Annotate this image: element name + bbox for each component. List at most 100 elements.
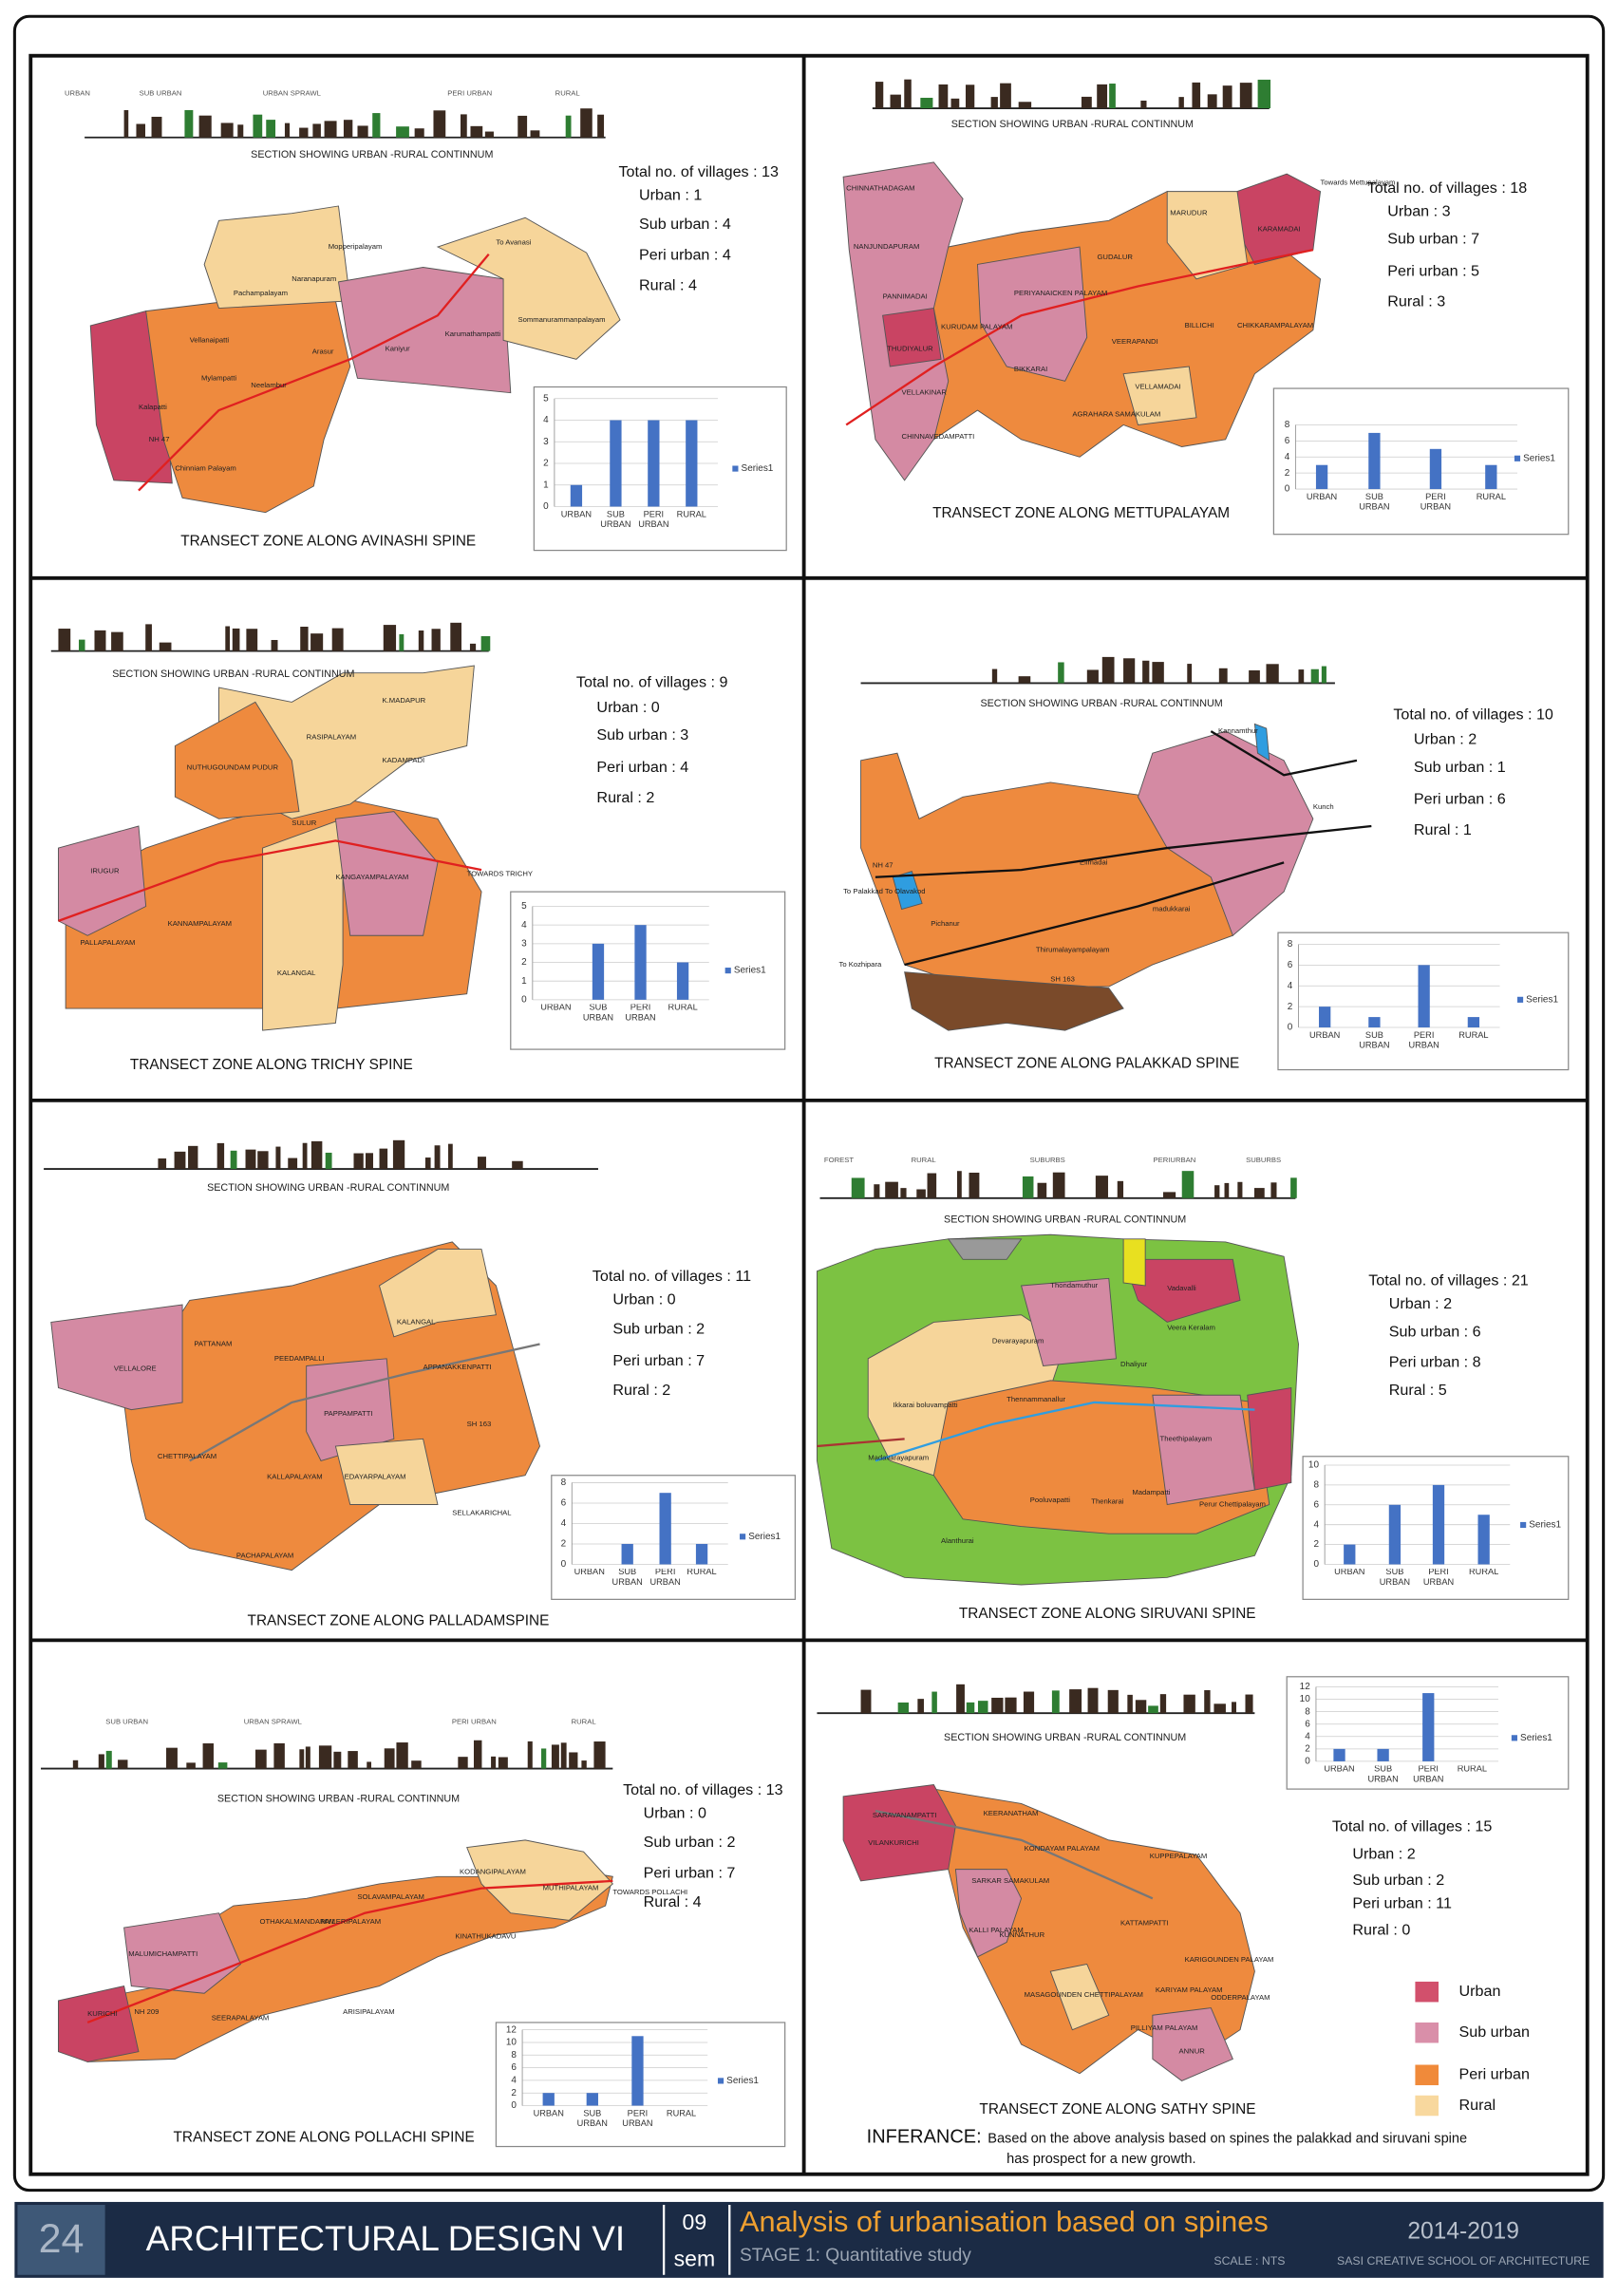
map-label: VELLAMADAI — [1135, 383, 1180, 391]
bar — [686, 420, 698, 507]
section-building — [123, 109, 129, 138]
map-label: Mylampatti — [201, 373, 236, 382]
section-building — [305, 1746, 310, 1769]
y-tick-label: 2 — [1285, 468, 1290, 479]
section-building — [477, 1157, 486, 1170]
section-building — [331, 628, 344, 651]
section-building — [1107, 1689, 1119, 1714]
panel-frame — [28, 53, 1590, 2176]
caption: TRANSECT ZONE ALONG SATHY SPINE — [979, 2101, 1255, 2117]
x-tick-label-box: PERI URBAN — [649, 1569, 680, 1588]
stat-line: Urban : 2 — [1352, 1846, 1415, 1863]
section-building — [288, 1157, 298, 1170]
section-building — [1097, 84, 1108, 109]
map-label: MARUDUR — [1170, 209, 1208, 217]
map-region — [954, 1869, 1023, 1958]
section-building — [302, 1142, 308, 1170]
section-building — [1183, 1694, 1195, 1714]
legend-label: Series1 — [726, 2076, 759, 2086]
section-building — [938, 84, 949, 109]
x-tick-label-box: SUB URBAN — [1380, 1569, 1410, 1588]
section-building — [1214, 1185, 1220, 1198]
section-building — [1257, 79, 1271, 109]
section-building — [98, 1754, 104, 1769]
section-building — [1239, 83, 1252, 109]
x-tick-label: URBAN — [1306, 493, 1338, 502]
map-label: THUDIYALUR — [887, 345, 933, 353]
bar — [659, 1493, 671, 1565]
bar — [695, 1543, 708, 1565]
section-label: SUBURBS — [1246, 1156, 1281, 1164]
chart-box — [510, 891, 786, 1050]
road — [1210, 730, 1358, 777]
y-tick-label: 8 — [1305, 1706, 1310, 1717]
map-label: NANJUNDAPURAM — [854, 242, 919, 251]
section-building — [900, 1188, 907, 1198]
map-label: SOLAVAMPALAYAM — [357, 1892, 424, 1901]
y-tick-label: 2 — [561, 1539, 567, 1550]
y-tick-label: 2 — [521, 957, 527, 968]
y-tick-label: 6 — [1313, 1499, 1319, 1510]
map-label: To Avanasi — [496, 237, 531, 246]
section-building — [966, 1702, 975, 1714]
x-tick-label: RURAL — [666, 2110, 697, 2119]
section-building — [357, 125, 368, 138]
section-building — [458, 1757, 468, 1769]
y-tick-label: 8 — [1313, 1480, 1319, 1491]
section-building — [1218, 668, 1228, 684]
y-tick-label: 0 — [1313, 1559, 1319, 1570]
section-building — [560, 1742, 567, 1769]
bar — [610, 420, 622, 507]
bar — [676, 962, 689, 1000]
x-tick-label-box: PERI URBAN — [625, 1004, 656, 1024]
section-building — [969, 1172, 980, 1198]
y-tick-label: 4 — [521, 920, 527, 931]
map-label: VELLALORE — [114, 1364, 157, 1373]
section-building — [418, 630, 424, 651]
section-building — [565, 115, 572, 138]
stat-line: Total no. of villages : 18 — [1367, 179, 1528, 197]
section-building — [920, 97, 933, 109]
y-tick-label: 4 — [1288, 981, 1293, 991]
section-building — [310, 1140, 323, 1170]
section-building — [225, 626, 231, 651]
section-building — [384, 1748, 395, 1769]
section-building — [1081, 96, 1092, 109]
x-tick-label: SUB URBAN — [582, 1004, 614, 1024]
section-building — [1249, 669, 1260, 684]
map-label: KARIGOUNDEN PALAYAM — [1185, 1955, 1274, 1964]
road — [58, 839, 482, 922]
section-building — [284, 122, 291, 138]
section-building — [159, 642, 172, 651]
map-label: KADAMPADI — [383, 756, 425, 764]
bar — [1477, 1515, 1490, 1565]
x-tick-label-box: URBAN — [534, 2110, 564, 2118]
bar — [1333, 1748, 1345, 1761]
y-tick-label: 2 — [1313, 1539, 1319, 1550]
x-tick-label: PERI URBAN — [625, 1004, 656, 1024]
map-region — [1166, 191, 1249, 280]
map-label: NH 47 — [873, 861, 894, 870]
section-building — [541, 1748, 547, 1769]
map-label: SULUR — [292, 819, 316, 827]
section-building — [1117, 1180, 1124, 1198]
map-label: PEEDAMPALLI — [274, 1354, 325, 1363]
map-label: SH 163 — [1050, 974, 1075, 983]
section-building — [216, 1142, 225, 1170]
section-building — [551, 1744, 559, 1769]
stat-line: Peri urban : 7 — [612, 1352, 705, 1369]
section-building — [1123, 658, 1136, 684]
section-building — [399, 633, 404, 651]
section-building — [897, 1702, 909, 1714]
section-building — [174, 1151, 186, 1170]
map-label: CHETTIPALAYAM — [158, 1452, 216, 1460]
legend-label: Rural — [1459, 2097, 1496, 2114]
y-tick-label: 6 — [1288, 960, 1293, 970]
page-box — [17, 2205, 105, 2275]
bar — [1432, 1484, 1445, 1565]
stat-line: Peri urban : 8 — [1389, 1354, 1481, 1371]
map-label: To Palakkad To Olavakod — [843, 887, 925, 895]
y-tick-label: 8 — [1288, 939, 1293, 950]
map-region — [1122, 1238, 1146, 1287]
